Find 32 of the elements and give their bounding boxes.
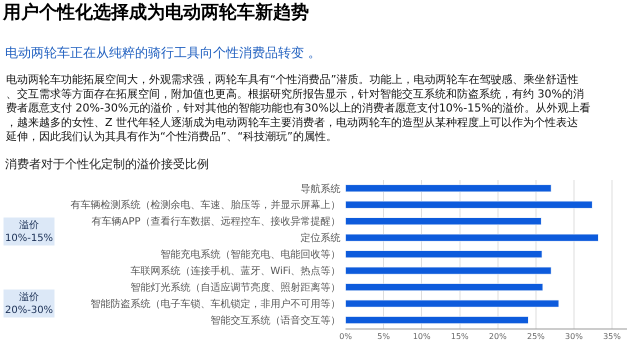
- y-tick-label: 智能交互系统（语音交互等）: [210, 314, 341, 327]
- bar: [346, 250, 542, 258]
- text: 用户个性化选择成为电动两轮车新趋势: [2, 2, 310, 23]
- y-tick-label: 智能防盗系统（电子车锁、车机锁定，非用户不可用等）: [90, 298, 341, 310]
- x-tick-label: 0%: [339, 332, 352, 341]
- text: 电动两轮车正在从纯粹的骑行工具向个性消费品转变 。: [5, 46, 322, 61]
- bar: [346, 234, 599, 242]
- x-tick-label: 20%: [488, 332, 508, 341]
- y-tick-label: 车联网系统（连接手机、蓝牙、WiFi、热点等）: [130, 265, 341, 278]
- x-tick-label: 35%: [603, 332, 622, 341]
- bar: [346, 201, 592, 208]
- x-tick-label: 5%: [377, 332, 390, 341]
- x-tick-label: 15%: [450, 332, 470, 341]
- bar: [346, 316, 529, 324]
- x-tick-label: 30%: [565, 332, 584, 341]
- text: 电动两轮车功能拓展空间大，外观需求强，两轮车具有“个性消费品”潜质。功能上，电动两轮车在驾驶感、乘坐舒适性、交互需求等方面存在拓展空间，附加值也更高。根据研究所报告显示，针对智能交互系统和防盗系统，有约 30%的消费者愿意支付 20%-30%元的溢价，针对其他的智能功能也有30%以上的消费者愿意支付10%-15%的溢价。从外观上看，越来越多的女性、Z 世代年轻人逐渐成为电动两轮车主要消费者，电动两轮车的造型从某种程度上可以作为个性表达延伸，因此我们认为其具有作为“个性消费品”、“科技潮玩”的属性。: [5, 73, 591, 144]
- y-tick-label: 有车辆检测系统（检测余电、车速、胎压等，并显示屏幕上）: [70, 199, 341, 212]
- y-tick-label: 智能灯光系统（自适应调节亮度、照射距离等）: [130, 282, 341, 294]
- x-tick-label: 25%: [526, 332, 546, 341]
- bar: [346, 300, 559, 308]
- text: 溢价 10%-15%: [5, 219, 54, 244]
- y-tick-label: 导航系统: [300, 182, 341, 195]
- x-tick-label: 10%: [412, 332, 431, 341]
- bar: [346, 218, 542, 225]
- y-tick-label: 智能充电系统（智能充电、电能回收等）: [160, 248, 341, 261]
- text: 溢价 20%-30%: [5, 291, 54, 316]
- text: 消费者对于个性化定制的溢价接受比例: [5, 157, 209, 171]
- bar: [346, 283, 543, 291]
- bar: [346, 266, 552, 274]
- y-tick-label: 有车辆APP（查看行车数据、远程控车、接收异常提醒）: [92, 216, 341, 228]
- bar: [346, 184, 552, 192]
- y-tick-label: 定位系统: [300, 232, 341, 244]
